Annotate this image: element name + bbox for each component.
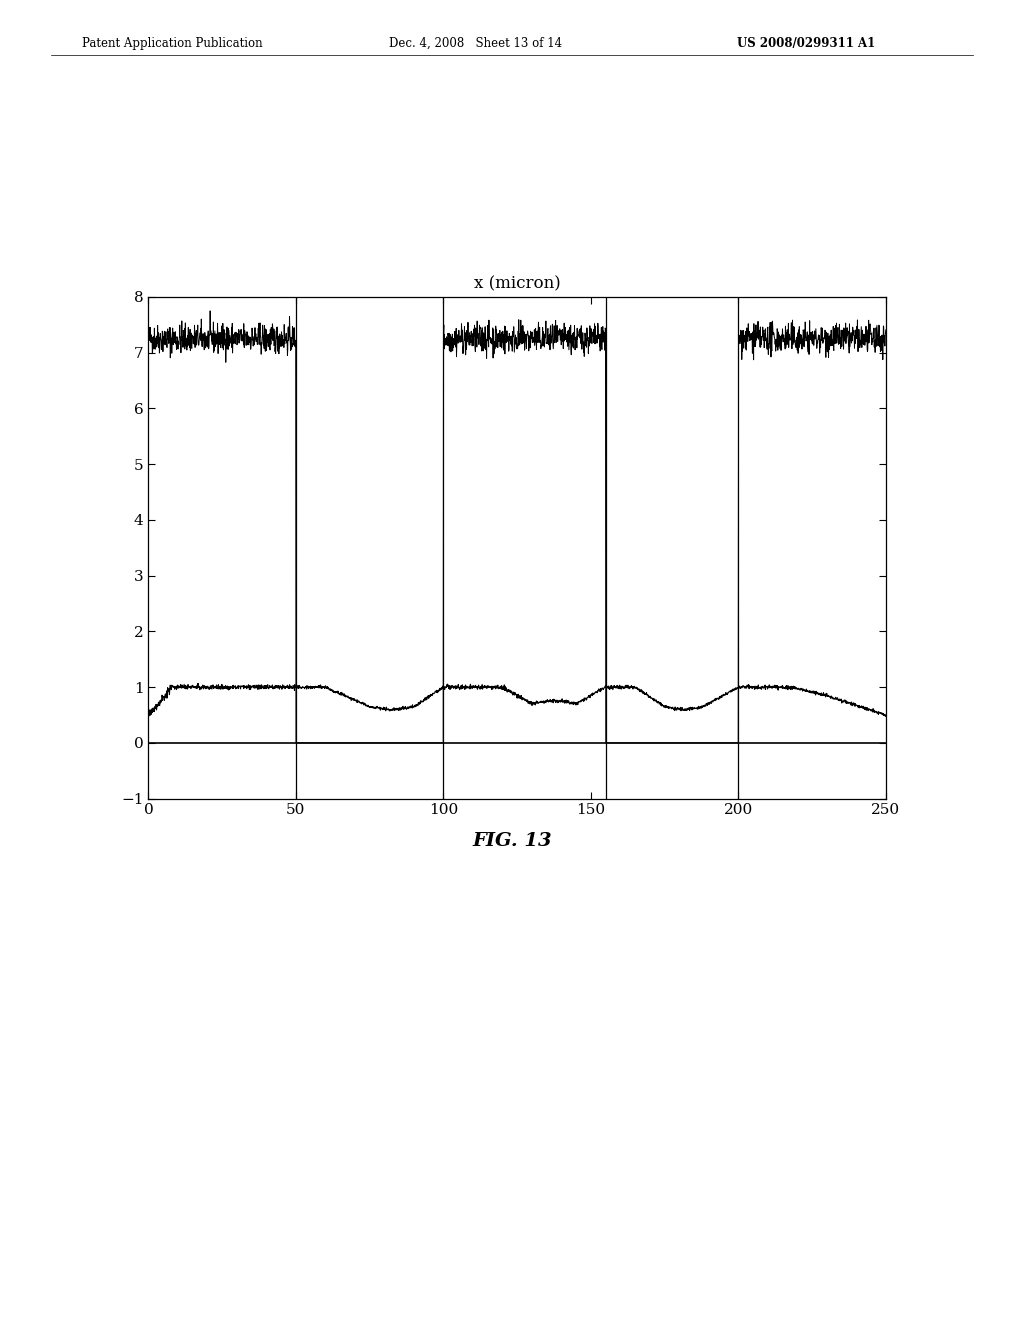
Title: x (micron): x (micron) — [474, 276, 560, 293]
Text: Patent Application Publication: Patent Application Publication — [82, 37, 262, 50]
Text: FIG. 13: FIG. 13 — [472, 832, 552, 850]
Text: Dec. 4, 2008   Sheet 13 of 14: Dec. 4, 2008 Sheet 13 of 14 — [389, 37, 562, 50]
Text: US 2008/0299311 A1: US 2008/0299311 A1 — [737, 37, 876, 50]
